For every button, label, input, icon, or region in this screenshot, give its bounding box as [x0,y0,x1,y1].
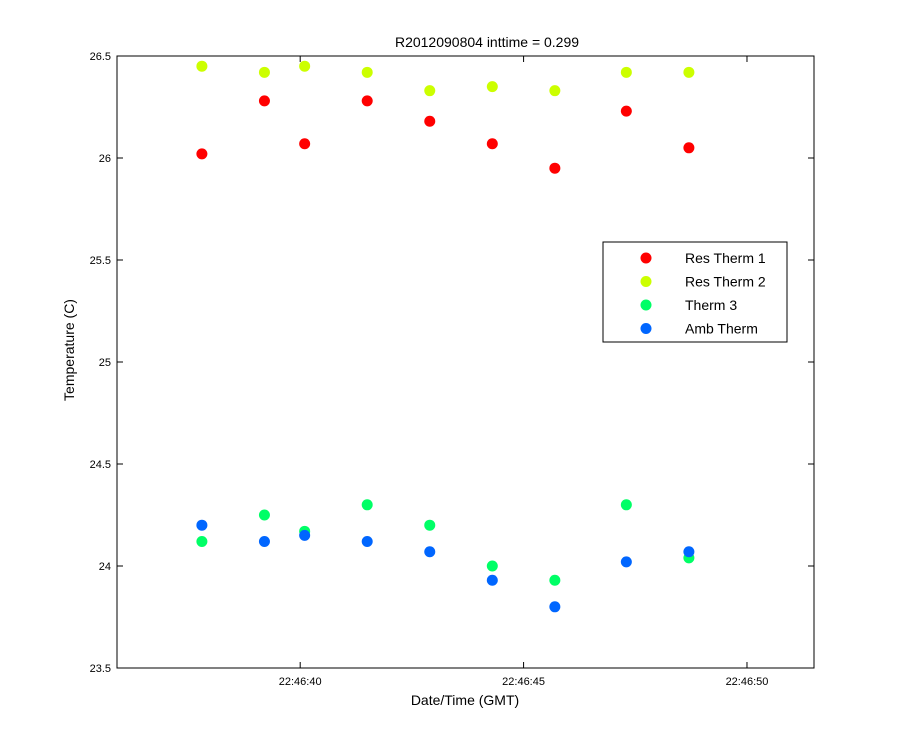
y-tick-label: 24.5 [90,459,111,471]
point-amb-therm [549,601,561,613]
legend-marker-res-therm-2 [640,276,652,287]
y-tick-label: 25.5 [90,255,111,267]
point-res-therm-2 [361,66,373,78]
x-tick-label: 22:46:45 [502,676,545,688]
point-res-therm-1 [258,95,270,107]
point-therm-3 [424,519,436,531]
plot-area [116,55,815,669]
point-amb-therm [424,546,436,558]
point-res-therm-1 [486,138,498,150]
legend-marker-therm-3 [640,299,652,311]
x-axis: 22:46:40 22:46:45 22:46:50 [279,56,769,688]
y-tick-label: 24 [99,561,111,573]
point-therm-3 [620,499,632,511]
point-amb-therm [683,546,695,558]
point-amb-therm [196,519,208,531]
point-therm-3 [549,574,561,586]
legend-box [602,241,788,343]
x-axis-label: Date/Time (GMT) [411,692,519,708]
y-tick-label: 26.5 [90,51,111,63]
chart-title: R2012090804 inttime = 0.299 [395,34,579,50]
legend-marker-amb-therm [640,323,652,334]
point-res-therm-1 [424,115,436,127]
point-amb-therm [620,556,632,568]
y-tick-label: 23.5 [90,663,111,675]
point-therm-3 [196,536,208,548]
y-tick-label: 25 [99,357,111,369]
legend: Res Therm 1 Res Therm 2 Therm 3 Amb Therm [602,241,788,343]
legend-label-amb-therm: Amb Therm [685,321,758,337]
point-res-therm-2 [683,66,695,78]
data-points [196,60,695,613]
point-amb-therm [258,536,270,548]
legend-label-res-therm-2: Res Therm 2 [685,274,766,290]
point-res-therm-1 [299,138,311,150]
y-tick-label: 26 [99,153,111,165]
point-res-therm-2 [549,85,561,97]
x-tick-label: 22:46:40 [279,676,322,688]
x-tick-label: 22:46:50 [726,676,769,688]
point-res-therm-1 [683,142,695,154]
point-res-therm-1 [196,148,208,160]
point-therm-3 [486,560,498,572]
point-res-therm-2 [299,60,311,72]
point-amb-therm [361,536,373,548]
point-therm-3 [361,499,373,511]
point-therm-3 [258,509,270,521]
point-res-therm-1 [361,95,373,107]
y-axis-label: Temperature (C) [61,299,77,401]
legend-label-therm-3: Therm 3 [685,297,737,313]
point-res-therm-1 [620,105,632,117]
legend-marker-res-therm-1 [640,252,652,264]
point-res-therm-1 [549,162,561,174]
point-res-therm-2 [620,66,632,78]
point-amb-therm [299,529,311,541]
point-amb-therm [486,574,498,586]
point-res-therm-2 [486,81,498,93]
point-res-therm-2 [196,60,208,72]
legend-label-res-therm-1: Res Therm 1 [685,250,766,266]
point-res-therm-2 [258,66,270,78]
y-axis: 23.5 24 24.5 25 25.5 26 26.5 [90,51,814,675]
point-res-therm-2 [424,85,436,97]
